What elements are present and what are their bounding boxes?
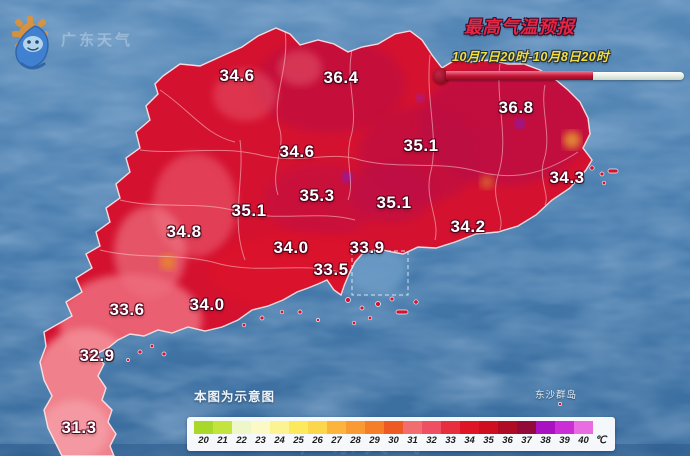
legend-tick: 28 — [350, 435, 361, 446]
legend-color-segment — [441, 421, 460, 434]
legend-tick: 26 — [312, 435, 323, 446]
temperature-label: 31.3 — [61, 418, 97, 437]
temperature-label: 35.3 — [299, 186, 335, 205]
temperature-label: 34.6 — [219, 66, 255, 85]
temperature-label: 36.4 — [323, 68, 359, 87]
temperature-label: 35.1 — [403, 136, 439, 155]
forecast-period: 10月7日20时-10月8日20时 — [452, 50, 610, 64]
temperature-label: 33.5 — [313, 260, 349, 279]
thermometer-tube-white-icon — [593, 72, 684, 80]
legend-color-segment — [232, 421, 251, 434]
legend-color-segment — [251, 421, 270, 434]
prefecture-boundaries — [99, 29, 579, 273]
legend-color-segment — [403, 421, 422, 434]
legend-tick: 29 — [369, 435, 380, 446]
temperature-label: 35.1 — [231, 201, 267, 220]
coastal-islands — [126, 165, 619, 406]
temperature-label: 33.6 — [109, 300, 145, 319]
legend-tick: 40 — [578, 435, 589, 446]
temperature-label: 34.3 — [549, 168, 585, 187]
legend-color-segment — [498, 421, 517, 434]
legend-color-bar — [194, 421, 615, 434]
legend-tick: 33 — [445, 435, 456, 446]
legend-color-segment — [213, 421, 232, 434]
temperature-label: 34.0 — [189, 295, 225, 314]
legend-tick: 23 — [255, 435, 266, 446]
legend-tick-labels: 20 21 22 23 24 25 26 27 28 29 30 31 32 33 34 35 36 37 38 39… — [194, 434, 615, 447]
weather-mascot-icon — [12, 16, 49, 70]
legend-tick: 31 — [407, 435, 418, 446]
special-region-dashed-box — [351, 250, 409, 296]
legend-tick: 36 — [502, 435, 513, 446]
legend-color-segment — [479, 421, 498, 434]
temperature-legend: 20 21 22 23 24 25 26 27 28 29 30 31 32 33 34 35 36 37 38 39… — [187, 417, 615, 451]
thermometer-tube-red-icon — [446, 71, 593, 80]
legend-color-segment — [289, 421, 308, 434]
legend-tick: 30 — [388, 435, 399, 446]
legend-tick: 20 — [198, 435, 209, 446]
legend-tick: 22 — [236, 435, 247, 446]
brand-watermark: 广东天气 — [61, 32, 134, 49]
legend-color-segment — [536, 421, 555, 434]
legend-tick: 24 — [274, 435, 285, 446]
legend-tick: 34 — [464, 435, 475, 446]
temperature-label: 34.8 — [166, 222, 202, 241]
dongsha-islands-label: 东沙群岛 — [535, 390, 578, 401]
thermometer-bulb-icon — [433, 68, 449, 84]
legend-tick: 37 — [521, 435, 532, 446]
legend-color-segment — [365, 421, 384, 434]
temperature-label: 34.2 — [450, 217, 486, 236]
temperature-label: 34.6 — [279, 142, 315, 161]
map-note: 本图为示意图 — [194, 390, 276, 404]
legend-unit: ℃ — [595, 435, 607, 446]
legend-color-segment — [422, 421, 441, 434]
legend-tick: 35 — [483, 435, 494, 446]
temperature-label: 34.0 — [273, 238, 309, 257]
legend-color-segment — [327, 421, 346, 434]
page-title: 最高气温预报 — [464, 17, 575, 37]
legend-color-segment — [308, 421, 327, 434]
legend-tick: 32 — [426, 435, 437, 446]
legend-color-segment — [517, 421, 536, 434]
temperature-label: 35.1 — [376, 193, 412, 212]
temperature-label: 36.8 — [498, 98, 534, 117]
legend-color-segment — [194, 421, 213, 434]
legend-tick: 39 — [559, 435, 570, 446]
legend-tick: 27 — [331, 435, 342, 446]
temperature-label: 32.9 — [79, 346, 115, 365]
legend-color-segment — [460, 421, 479, 434]
pearl-river-estuary — [347, 250, 407, 292]
legend-tick: 21 — [217, 435, 228, 446]
legend-tick: 38 — [540, 435, 551, 446]
temperature-label: 33.9 — [349, 238, 385, 257]
legend-color-segment — [384, 421, 403, 434]
legend-color-segment — [346, 421, 365, 434]
legend-color-segment — [555, 421, 574, 434]
legend-color-segment — [574, 421, 593, 434]
legend-tick: 25 — [293, 435, 304, 446]
legend-color-segment — [270, 421, 289, 434]
